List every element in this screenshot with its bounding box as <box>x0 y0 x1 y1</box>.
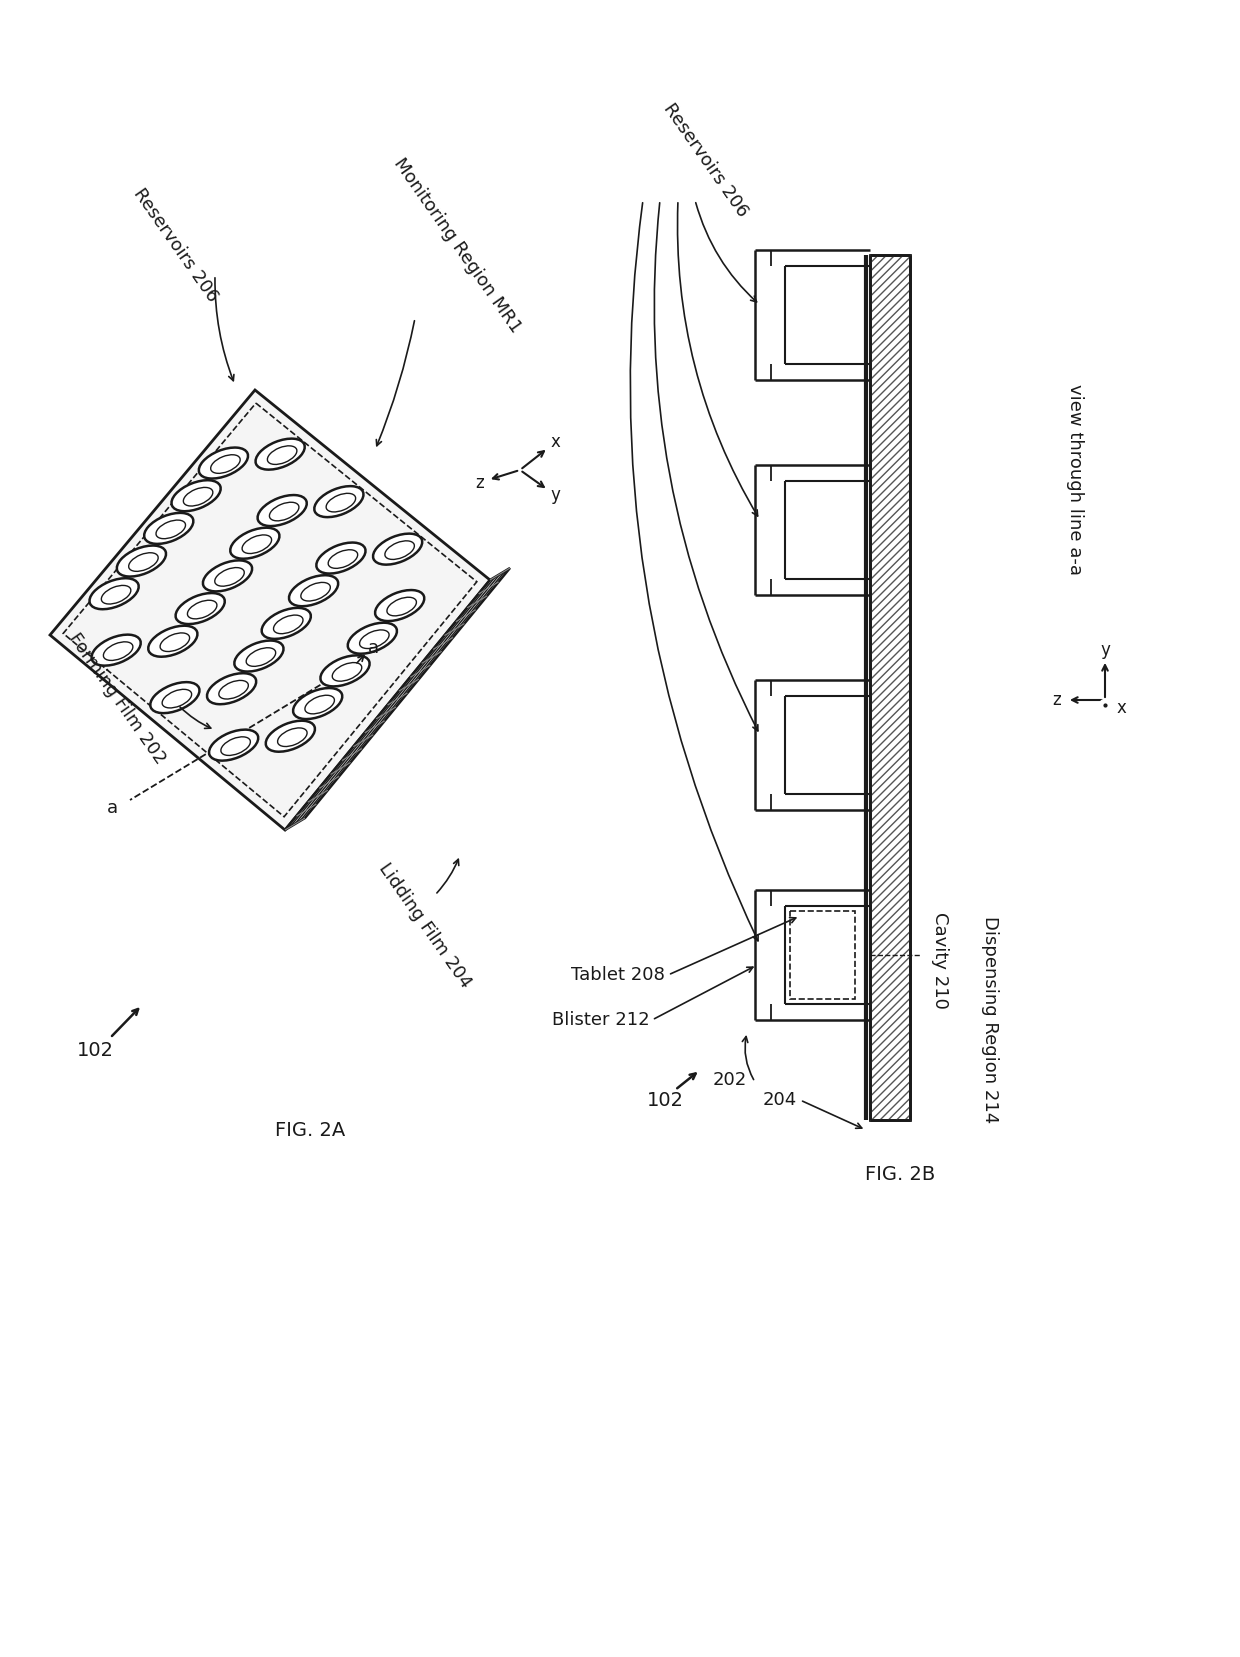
Ellipse shape <box>316 542 366 573</box>
Ellipse shape <box>347 623 397 655</box>
Ellipse shape <box>171 481 221 512</box>
Ellipse shape <box>262 608 311 640</box>
Text: Cavity 210: Cavity 210 <box>931 911 949 1009</box>
Text: 202: 202 <box>713 1070 748 1089</box>
Ellipse shape <box>92 635 140 666</box>
Text: Tablet 208: Tablet 208 <box>572 966 665 984</box>
Text: Dispensing Region 214: Dispensing Region 214 <box>981 916 999 1123</box>
Text: Reservoirs 206: Reservoirs 206 <box>130 184 222 305</box>
Text: z: z <box>476 474 485 492</box>
Text: y: y <box>551 486 560 504</box>
Text: Blister 212: Blister 212 <box>552 1011 650 1029</box>
Ellipse shape <box>144 514 193 543</box>
Text: 102: 102 <box>646 1090 683 1110</box>
Text: x: x <box>551 432 560 451</box>
Text: view through line a-a: view through line a-a <box>1066 384 1084 575</box>
Bar <box>870 255 910 1120</box>
Text: a: a <box>107 799 118 817</box>
Text: Forming Film 202: Forming Film 202 <box>64 630 169 767</box>
Text: FIG. 2A: FIG. 2A <box>275 1120 345 1140</box>
Text: z: z <box>1053 691 1061 709</box>
Ellipse shape <box>320 656 370 686</box>
Ellipse shape <box>149 626 197 656</box>
Ellipse shape <box>234 641 284 671</box>
Ellipse shape <box>176 593 224 625</box>
Ellipse shape <box>373 534 423 565</box>
Polygon shape <box>50 389 490 830</box>
Ellipse shape <box>210 729 258 761</box>
Text: y: y <box>1100 641 1110 659</box>
Polygon shape <box>285 568 510 830</box>
Ellipse shape <box>374 590 424 621</box>
Bar <box>870 255 910 1120</box>
Text: Lidding Film 204: Lidding Film 204 <box>374 860 475 991</box>
Text: Monitoring Region MR1: Monitoring Region MR1 <box>391 154 525 336</box>
Ellipse shape <box>117 545 166 577</box>
Ellipse shape <box>289 575 339 606</box>
Ellipse shape <box>207 673 257 704</box>
Text: x: x <box>1117 699 1127 717</box>
Ellipse shape <box>203 560 252 592</box>
Ellipse shape <box>258 495 306 525</box>
Text: 204: 204 <box>763 1090 797 1109</box>
Text: a: a <box>367 640 378 656</box>
Bar <box>790 911 856 999</box>
Ellipse shape <box>314 486 363 517</box>
Text: FIG. 2B: FIG. 2B <box>864 1165 935 1185</box>
Ellipse shape <box>198 447 248 479</box>
Text: Reservoirs 206: Reservoirs 206 <box>660 99 751 220</box>
Ellipse shape <box>255 439 305 469</box>
Ellipse shape <box>265 721 315 752</box>
Ellipse shape <box>231 527 279 558</box>
Ellipse shape <box>293 688 342 719</box>
Text: 102: 102 <box>77 1041 114 1059</box>
Ellipse shape <box>89 578 139 610</box>
Ellipse shape <box>150 683 200 713</box>
